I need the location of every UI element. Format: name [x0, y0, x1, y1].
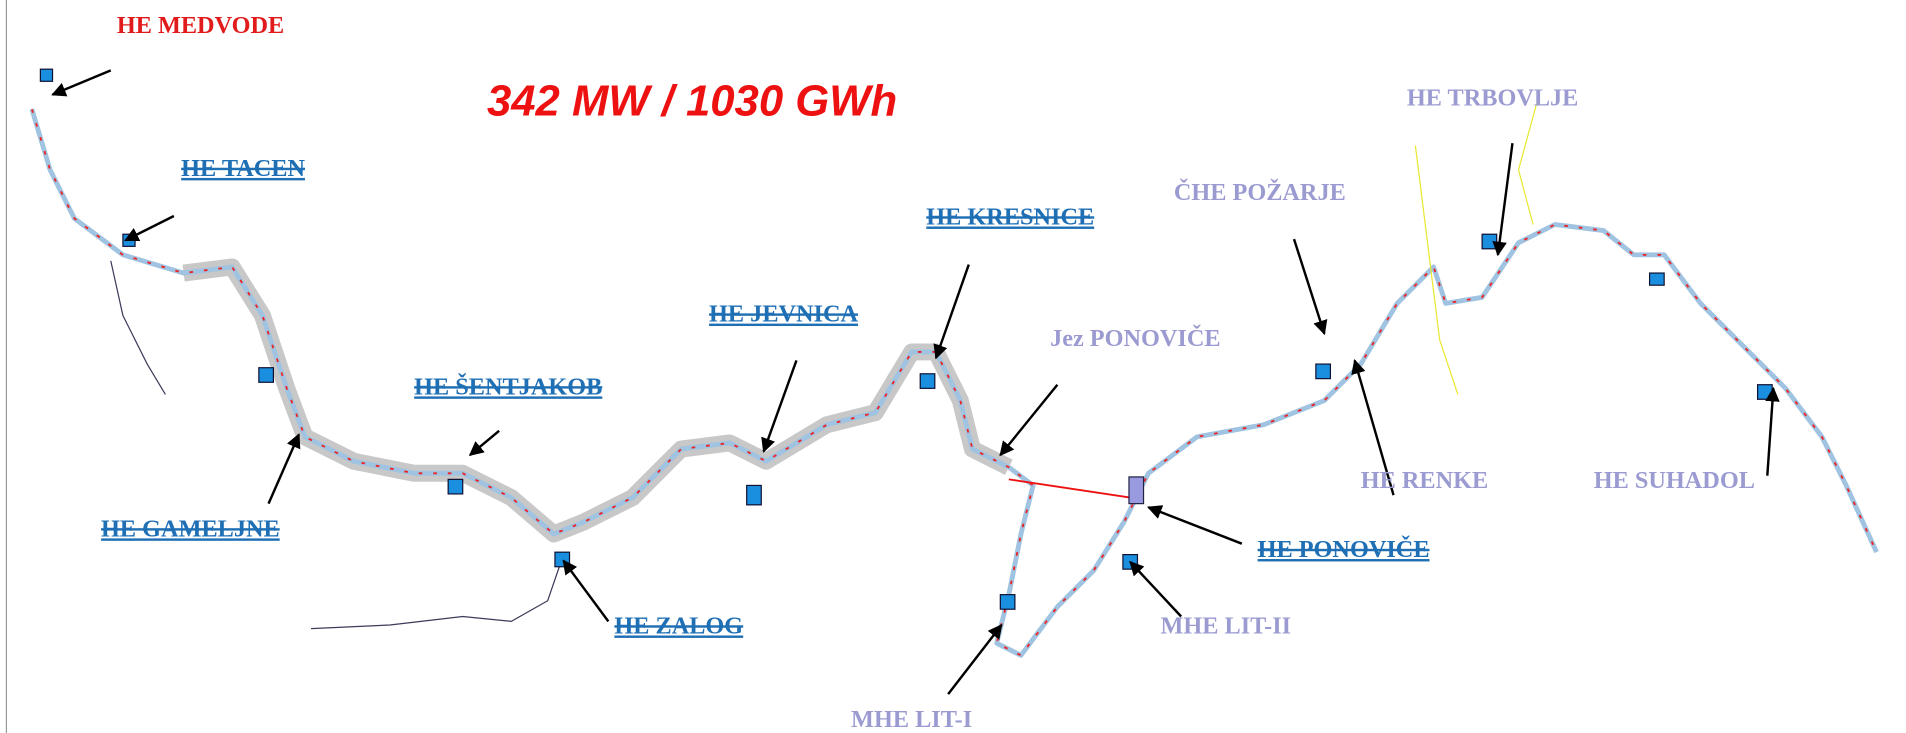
tributary: [110, 260, 166, 395]
arrow: [267, 433, 301, 505]
arrow: [51, 69, 112, 97]
plant-icon: [1756, 384, 1773, 400]
plant-icon: [1481, 233, 1498, 250]
arrow: [1292, 238, 1328, 336]
plant-label: MHE LIT-II: [1161, 612, 1292, 639]
plant-label: MHE LIT-I: [851, 706, 972, 733]
plant-label: HE GAMELJNE: [101, 515, 280, 542]
plant-label: HE SUHADOL: [1594, 467, 1755, 494]
arrow: [761, 360, 798, 453]
plant-label: HE TRBOVLJE: [1407, 85, 1578, 112]
arrow: [124, 214, 175, 242]
arrow: [999, 383, 1059, 457]
arrow: [1147, 505, 1243, 545]
plant-label: HE ŠENTJAKOB: [414, 372, 602, 400]
plant-icon: [447, 478, 464, 495]
arrow: [1351, 359, 1395, 496]
plant-icon: [746, 484, 762, 506]
plant-label: HE PONOVIČE: [1258, 534, 1430, 563]
arrow: [933, 264, 970, 360]
plant-label: HE MEDVODE: [117, 12, 284, 39]
arrow: [562, 559, 610, 623]
plant-label: HE KRESNICE: [926, 204, 1094, 231]
arrows: [51, 69, 1780, 695]
arrow: [1129, 560, 1183, 618]
plant-label: HE JEVNICA: [709, 301, 858, 328]
tunnel: [1008, 478, 1131, 499]
plant-label: HE TACEN: [181, 155, 305, 182]
plant-icon: [999, 594, 1016, 610]
plant-icon: [1128, 476, 1145, 505]
arrow: [947, 623, 1003, 695]
arrow: [1492, 143, 1514, 257]
plant-label: ČHE POŽARJE: [1174, 177, 1346, 206]
plant-label: HE ZALOG: [614, 612, 743, 639]
river-markers: [31, 108, 1878, 657]
plant-icon: [39, 68, 54, 82]
arrow: [1765, 386, 1780, 476]
arrow: [468, 429, 500, 457]
tributary: [1517, 102, 1538, 225]
title: 342 MW / 1030 GWh: [487, 76, 897, 125]
plant-label: Jez PONOVIČE: [1050, 323, 1221, 352]
plant-label: HE RENKE: [1361, 467, 1488, 494]
plant-icon: [258, 367, 275, 383]
tributary: [310, 558, 563, 630]
plant-icon: [1648, 272, 1665, 286]
plant-icon: [919, 373, 936, 389]
river: [29, 102, 1879, 658]
tributary: [1414, 145, 1459, 395]
plant-icon: [1315, 363, 1332, 380]
